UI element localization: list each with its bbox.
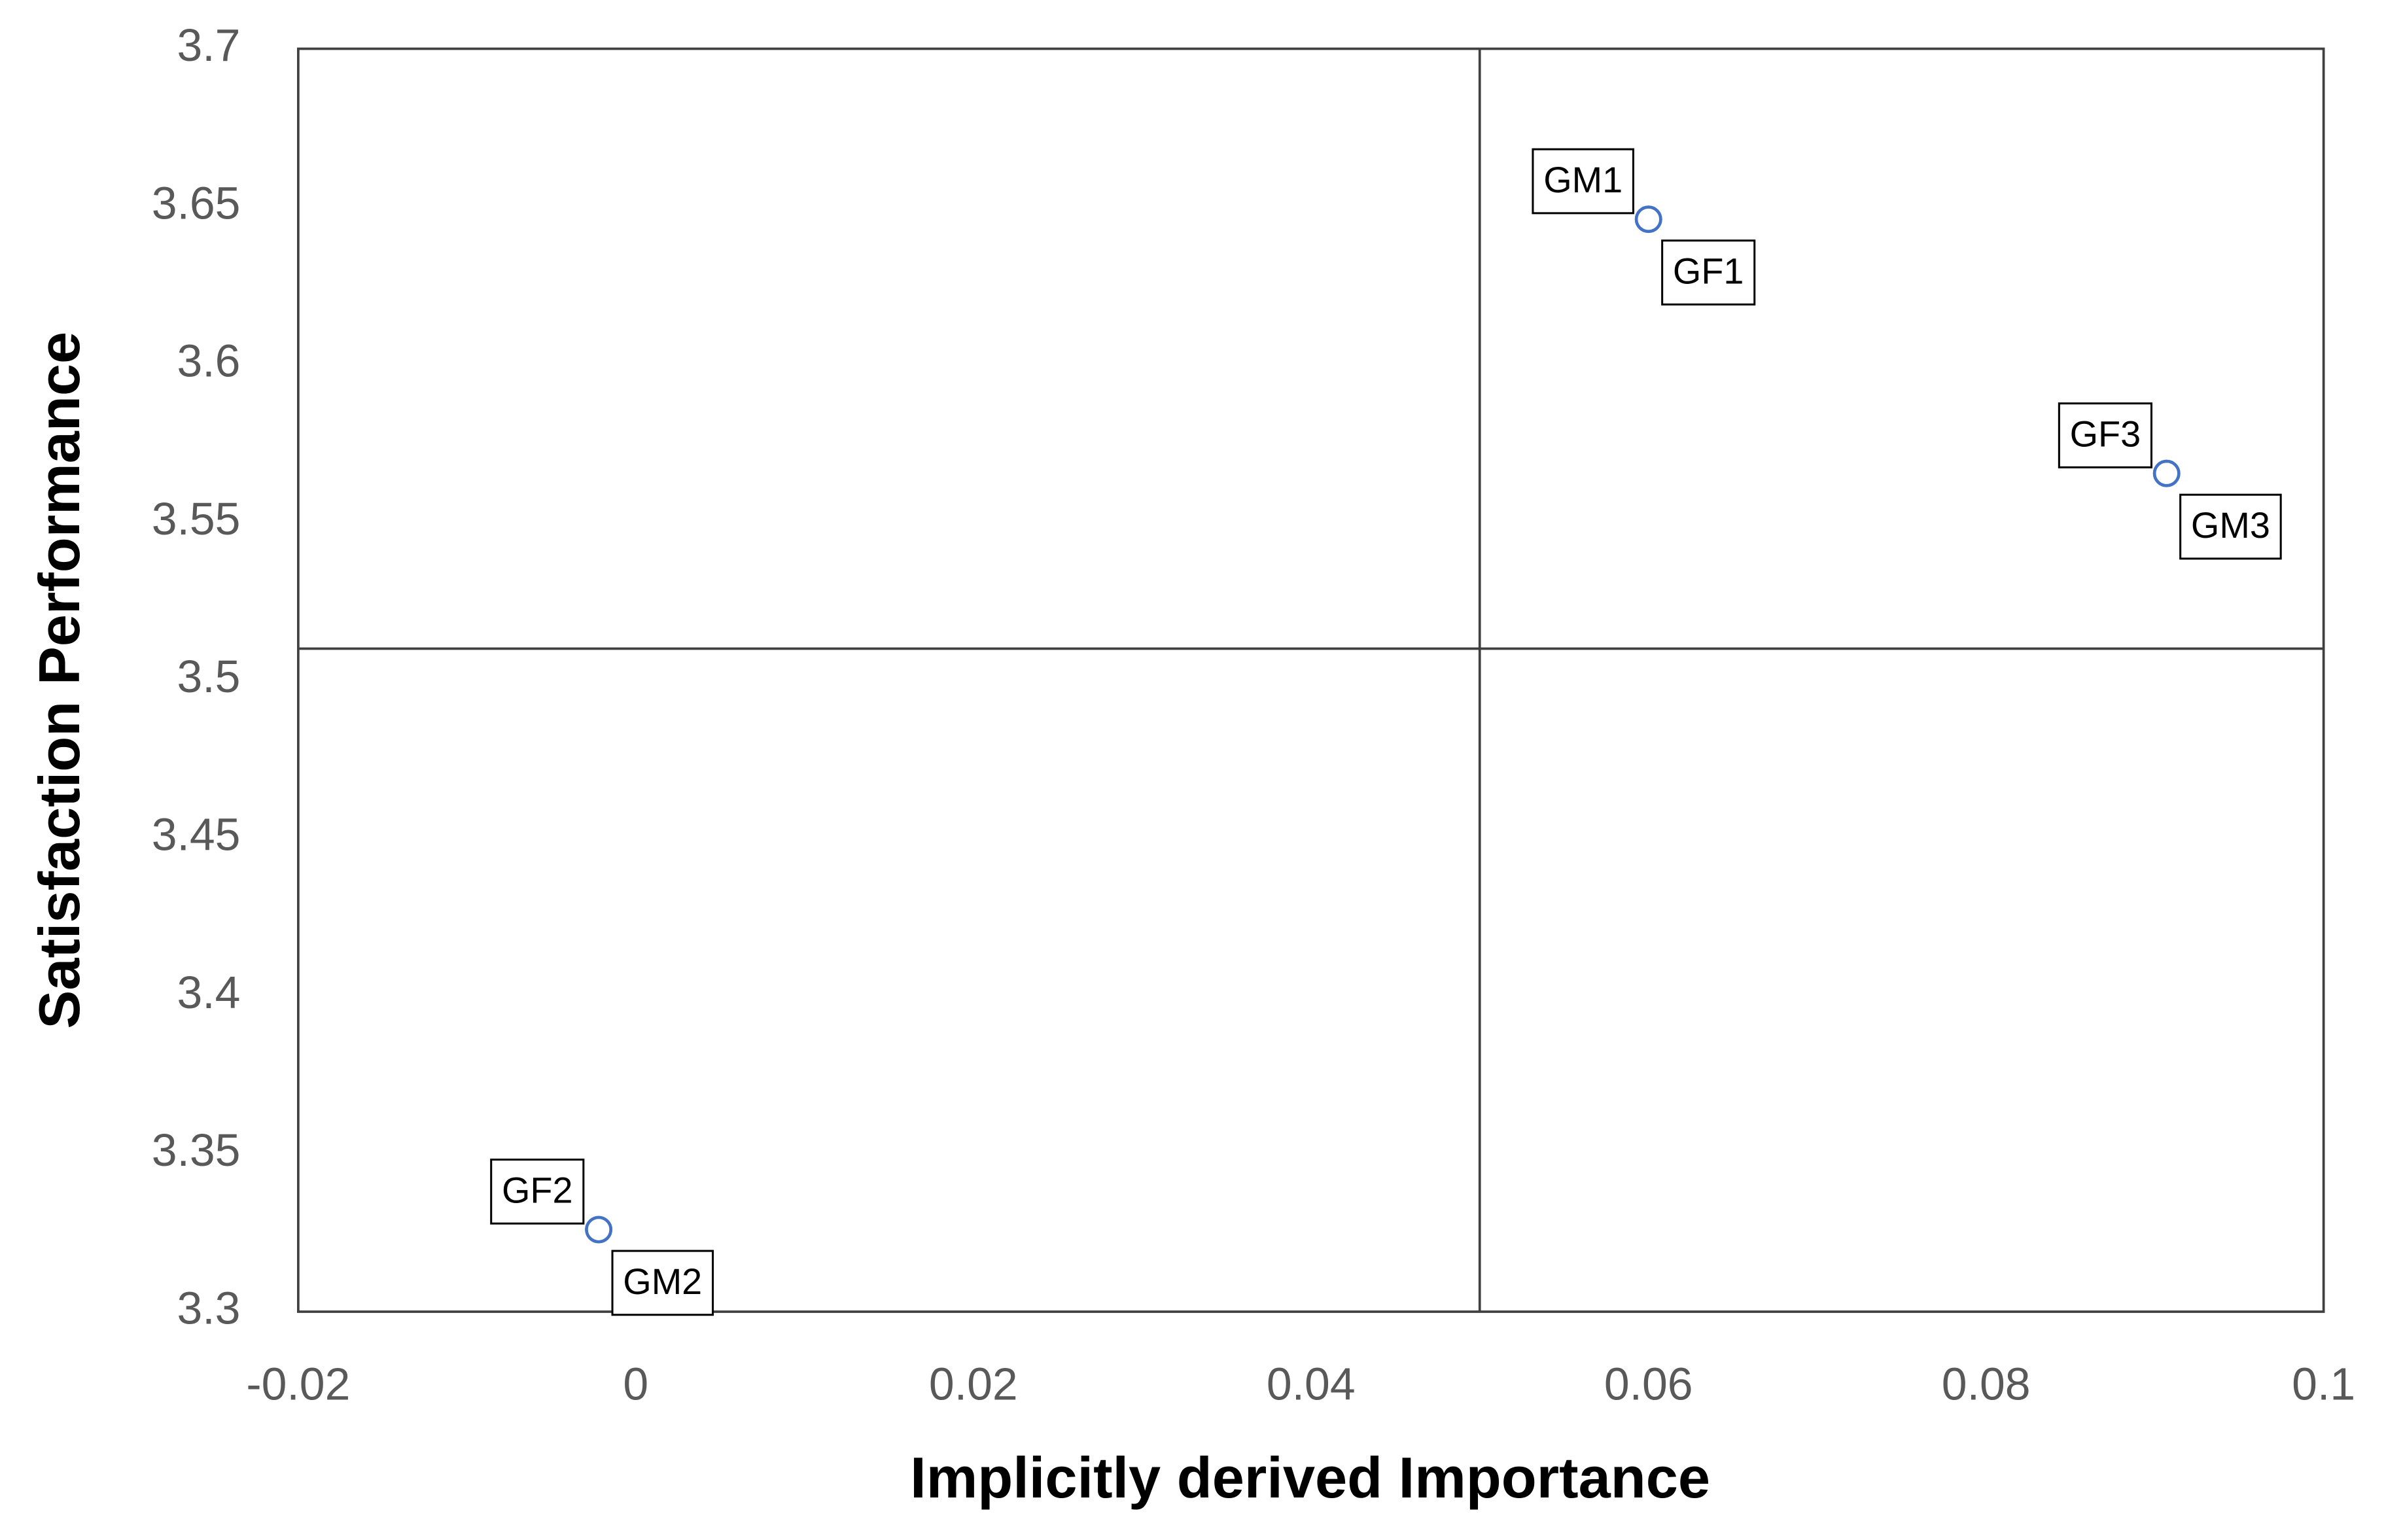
point-label: GF3: [2070, 413, 2141, 455]
point-label: GF1: [1673, 251, 1744, 292]
point-label-box: [2058, 402, 2152, 468]
x-tick-label: 0.08: [1942, 1359, 2031, 1410]
point-label: GM1: [1543, 159, 1623, 200]
point-label: GF2: [502, 1169, 573, 1210]
y-axis-title: Satisfaction Performance: [27, 332, 92, 1029]
y-tick-label: 3.65: [152, 177, 241, 228]
x-axis-title: Implicitly derived Importance: [910, 1445, 1710, 1510]
point-label: GM3: [2191, 504, 2270, 546]
point-label-box: [1661, 239, 1756, 306]
plot-frame: [297, 47, 2325, 1313]
x-tick-label: -0.02: [246, 1359, 350, 1410]
y-tick-label: 3.4: [177, 967, 241, 1018]
y-tick-label: 3.5: [177, 651, 241, 702]
point-label-box: [611, 1250, 714, 1316]
y-tick-label: 3.3: [177, 1282, 241, 1333]
point-label-box: [490, 1159, 585, 1225]
y-tick-label: 3.35: [152, 1125, 241, 1176]
x-tick-label: 0.06: [1604, 1359, 1693, 1410]
y-tick-label: 3.45: [152, 809, 241, 860]
point: [2152, 459, 2181, 487]
x-tick-label: 0: [623, 1359, 648, 1410]
y-tick-label: 3.6: [177, 336, 241, 387]
x-tick-label: 0.1: [2292, 1359, 2355, 1410]
point: [1634, 205, 1662, 234]
point-label-box: [1532, 148, 1634, 215]
y-tick-label: 3.7: [177, 20, 241, 71]
x-tick-label: 0.02: [929, 1359, 1018, 1410]
point: [585, 1216, 613, 1244]
point-label: GM2: [623, 1261, 702, 1302]
y-tick-label: 3.55: [152, 493, 241, 544]
point-label-box: [2179, 493, 2282, 560]
x-tick-label: 0.04: [1267, 1359, 1356, 1410]
